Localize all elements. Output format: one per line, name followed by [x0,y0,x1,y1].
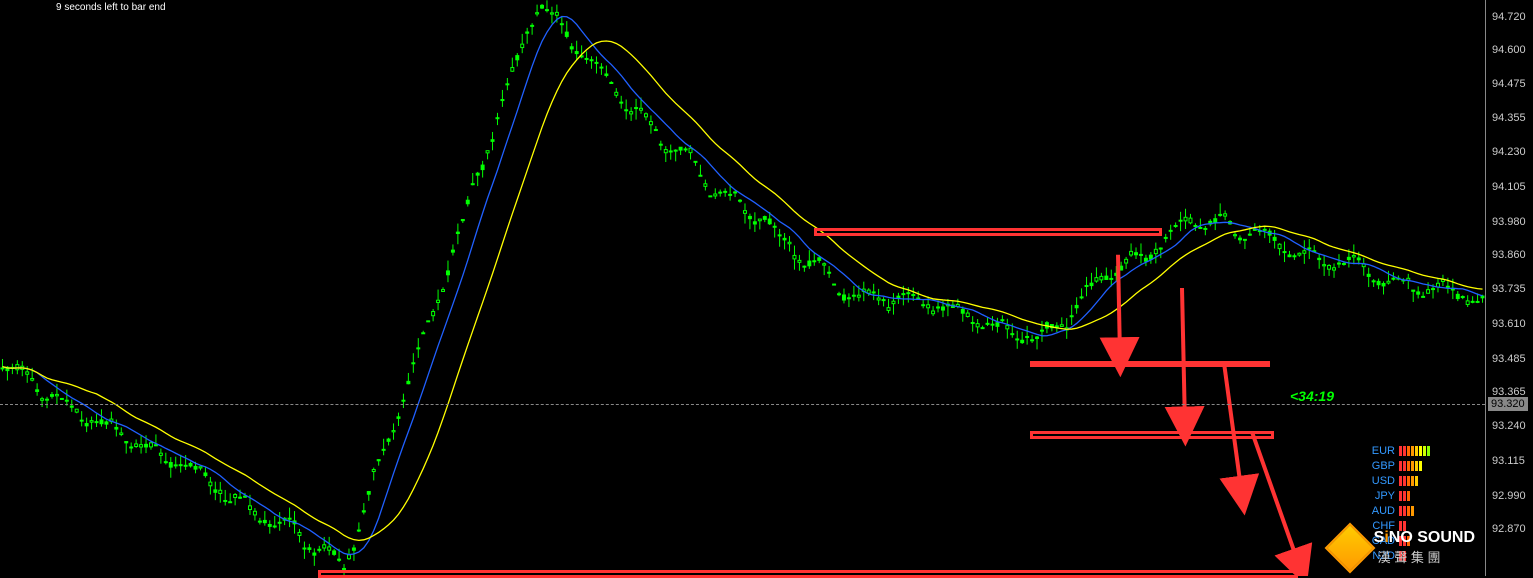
resistance-zone [814,228,1162,236]
timer-label: <34:19 [1290,388,1334,404]
plot-area[interactable]: 9 seconds left to bar end <34:19 EUR GBP U… [0,0,1485,576]
currency-row: JPY [1365,489,1430,503]
logo-diamond-icon [1324,522,1375,573]
currency-label: GBP [1365,460,1395,472]
currency-row: AUD [1365,504,1430,518]
watermark-logo: SiNO SOUND 漢 聲 集 團 [1332,529,1475,566]
resistance-zone [318,570,1298,578]
bar-countdown-text: 9 seconds left to bar end [56,2,166,13]
resistance-zone [1030,361,1270,367]
currency-label: EUR [1365,445,1395,457]
currency-label: JPY [1365,490,1395,502]
logo-cn-text: 漢 聲 集 團 [1378,547,1475,566]
currency-row: USD [1365,474,1430,488]
y-axis: 94.72094.60094.47594.35594.23094.10593.9… [1485,0,1533,576]
currency-label: AUD [1365,505,1395,517]
currency-label: USD [1365,475,1395,487]
forex-chart[interactable]: 9 seconds left to bar end <34:19 EUR GBP U… [0,0,1533,576]
logo-text: SiNO SOUND [1374,529,1475,547]
candlestick-svg [0,0,1485,576]
currency-row: EUR [1365,444,1430,458]
currency-row: GBP [1365,459,1430,473]
resistance-zone [1030,431,1274,439]
